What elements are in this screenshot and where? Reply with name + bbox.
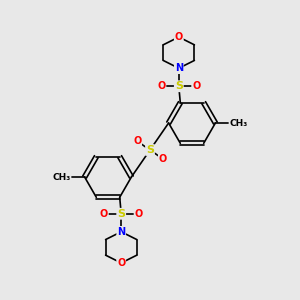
Text: N: N (175, 63, 183, 73)
Text: O: O (117, 258, 125, 268)
Text: O: O (159, 154, 167, 164)
Text: N: N (117, 227, 125, 237)
Text: O: O (133, 136, 141, 146)
Text: O: O (192, 81, 200, 91)
Text: O: O (134, 209, 143, 219)
Text: S: S (175, 81, 183, 91)
Text: O: O (175, 32, 183, 42)
Text: CH₃: CH₃ (230, 118, 247, 127)
Text: O: O (157, 81, 166, 91)
Text: O: O (100, 209, 108, 219)
Text: CH₃: CH₃ (52, 172, 70, 182)
Text: S: S (146, 145, 154, 155)
Text: S: S (117, 209, 125, 219)
